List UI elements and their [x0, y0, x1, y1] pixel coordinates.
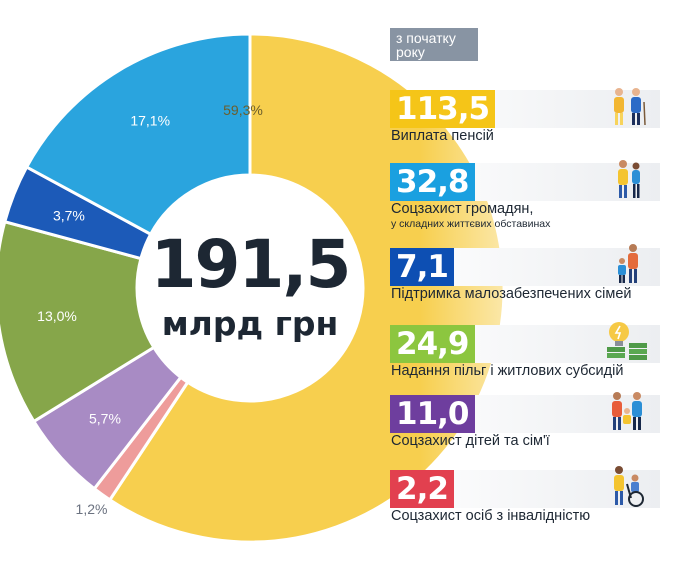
family-support-icon	[618, 160, 640, 198]
total-amount: 191,5	[150, 226, 352, 303]
legend-value: 24,9	[390, 325, 475, 363]
legend-label: Надання пільг і житлових субсидій	[391, 363, 624, 379]
lightbulb-money-icon	[607, 322, 647, 360]
slice-label-0: 59,3%	[223, 102, 263, 118]
legend-label: Соцзахист дітей та сім'ї	[391, 433, 550, 449]
slice-label-3: 13,0%	[37, 308, 77, 324]
legend-value: 113,5	[390, 90, 496, 128]
legend-value: 2,2	[390, 470, 454, 508]
slice-label-5: 17,1%	[130, 112, 170, 128]
legend-value: 11,0	[390, 395, 475, 433]
legend-sublabel: у складних життєвих обставинах	[391, 218, 551, 230]
legend-label: Виплата пенсій	[391, 128, 494, 144]
legend-label: Соцзахист осіб з інвалідністю	[391, 508, 591, 524]
wheelchair-icon	[614, 466, 644, 507]
legend-value: 7,1	[390, 248, 454, 286]
period-badge-text: з початку року	[396, 30, 456, 60]
legend-label: Підтримка малозабезпечених сімей	[391, 286, 632, 302]
slice-label-4: 3,7%	[53, 208, 85, 224]
slice-5	[24, 32, 252, 237]
legend-label: Соцзахист громадян,	[391, 201, 534, 217]
parent-child-icon	[618, 244, 638, 283]
period-badge: з початку року	[390, 28, 478, 61]
legend-value: 32,8	[390, 163, 475, 201]
slice-label-1: 1,2%	[76, 501, 108, 517]
family-icon	[612, 392, 642, 430]
slice-3	[0, 219, 156, 424]
slice-label-2: 5,7%	[89, 410, 121, 426]
total-unit: млрд грн	[161, 304, 339, 343]
elderly-couple-icon	[614, 88, 646, 126]
